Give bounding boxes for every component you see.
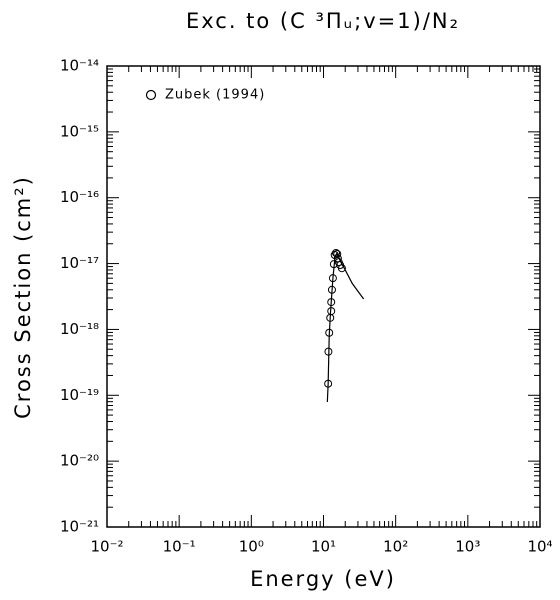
fit-line <box>326 251 365 403</box>
y-axis-label: Cross Section (cm²) <box>11 175 35 419</box>
plot-frame <box>106 65 541 528</box>
data-point <box>337 264 346 273</box>
data-point <box>328 274 337 283</box>
y-tick-label: 10⁻¹⁹ <box>60 386 99 404</box>
data-point <box>327 298 336 307</box>
data-point <box>327 285 336 294</box>
legend-marker <box>145 89 157 101</box>
data-point <box>324 379 333 388</box>
y-tick-label: 10⁻²⁰ <box>60 452 99 470</box>
data-point <box>325 328 334 337</box>
x-axis-label: Energy (eV) <box>250 567 396 591</box>
y-tick-label: 10⁻¹⁶ <box>60 188 99 206</box>
data-point <box>331 248 340 257</box>
legend-label: Zubek (1994) <box>165 88 265 103</box>
x-tick-label: 10¹ <box>311 538 336 556</box>
y-tick-label: 10⁻²¹ <box>60 518 99 536</box>
data-point <box>327 307 336 316</box>
y-tick-label: 10⁻¹⁸ <box>60 320 99 338</box>
data-point <box>333 249 342 258</box>
x-tick-label: 10³ <box>455 538 480 556</box>
x-tick-label: 10⁰ <box>239 538 264 556</box>
x-tick-label: 10² <box>383 538 408 556</box>
y-tick-label: 10⁻¹⁴ <box>60 57 99 75</box>
data-point <box>324 347 333 356</box>
x-tick-label: 10⁻² <box>90 538 123 556</box>
y-tick-label: 10⁻¹⁷ <box>60 254 99 272</box>
x-tick-label: 10⁴ <box>527 538 552 556</box>
y-tick-label: 10⁻¹⁵ <box>60 122 99 140</box>
chart-title: Exc. to (C ³Πᵤ;v=1)/N₂ <box>186 9 460 33</box>
x-tick-label: 10⁻¹ <box>163 538 196 556</box>
data-point <box>329 260 338 269</box>
